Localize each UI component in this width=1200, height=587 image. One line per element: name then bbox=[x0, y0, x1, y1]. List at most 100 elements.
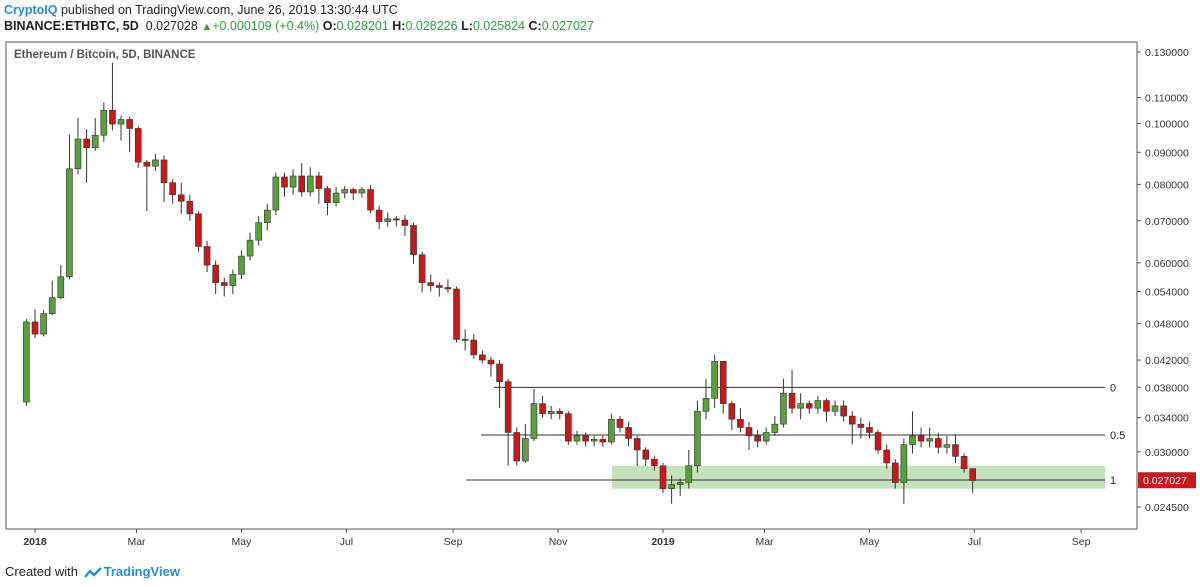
candle-body bbox=[755, 436, 761, 441]
candle-body bbox=[454, 289, 460, 339]
tradingview-brand[interactable]: TradingView bbox=[104, 564, 180, 579]
price-tick-label: 0.060000 bbox=[1145, 258, 1189, 270]
high-label: H: bbox=[392, 19, 405, 33]
publish-line: CryptoIQ published on TradingView.com, J… bbox=[4, 3, 398, 17]
time-tick-label: Mar bbox=[127, 536, 146, 548]
candle-body bbox=[385, 219, 391, 222]
time-tick-label: 2019 bbox=[651, 536, 675, 548]
candle-body bbox=[548, 411, 554, 413]
candle-body bbox=[565, 414, 571, 441]
fib-label: 0 bbox=[1110, 382, 1116, 394]
candle-body bbox=[858, 424, 864, 427]
candle-body bbox=[591, 439, 597, 441]
candle-body bbox=[901, 445, 907, 483]
candle-body bbox=[281, 177, 287, 187]
time-tick-label: Sep bbox=[1072, 536, 1091, 548]
candle-body bbox=[531, 404, 537, 439]
candle-body bbox=[909, 436, 915, 445]
close-value: 0.027027 bbox=[542, 19, 594, 33]
candle-body bbox=[144, 162, 150, 166]
candle-body bbox=[195, 214, 201, 247]
candle-body bbox=[823, 401, 829, 412]
open-value: 0.028201 bbox=[337, 19, 389, 33]
tradingview-logo-icon bbox=[84, 567, 102, 579]
candle-body bbox=[935, 438, 941, 447]
price-tick-label: 0.110000 bbox=[1145, 93, 1188, 105]
candle-body bbox=[892, 463, 898, 483]
candle-body bbox=[316, 176, 322, 189]
candle-body bbox=[712, 361, 718, 398]
candle-body bbox=[419, 255, 425, 283]
candle-body bbox=[264, 210, 270, 223]
candle-body bbox=[634, 438, 640, 449]
candle-body bbox=[342, 190, 348, 193]
open-label: O: bbox=[323, 19, 337, 33]
candle[interactable] bbox=[368, 185, 374, 213]
candle-body bbox=[875, 432, 881, 449]
candle-body bbox=[497, 364, 503, 382]
candle[interactable] bbox=[660, 463, 666, 493]
price-tick-label: 0.038000 bbox=[1145, 382, 1189, 394]
candle-body bbox=[944, 445, 950, 448]
candle-body bbox=[350, 190, 356, 193]
fib-label: 1 bbox=[1110, 475, 1116, 487]
author-link[interactable]: CryptoIQ bbox=[4, 3, 57, 17]
candle[interactable] bbox=[565, 411, 571, 444]
candle-body bbox=[299, 176, 305, 192]
published-text: published on TradingView.com, June 26, 2… bbox=[61, 3, 398, 17]
candle-body bbox=[849, 416, 855, 424]
candle-body bbox=[626, 427, 632, 438]
candle-body bbox=[789, 393, 795, 408]
time-tick-label: Sep bbox=[444, 536, 463, 548]
candle-body bbox=[23, 322, 29, 402]
candle-body bbox=[393, 219, 399, 220]
price-tick-label: 0.034000 bbox=[1145, 413, 1189, 425]
price-tick-label: 0.090000 bbox=[1145, 147, 1189, 159]
candle-body bbox=[841, 406, 847, 416]
candle[interactable] bbox=[135, 126, 141, 168]
candle-body bbox=[927, 438, 933, 441]
chart-header: CryptoIQ published on TradingView.com, J… bbox=[0, 0, 1200, 40]
candle[interactable] bbox=[514, 427, 520, 465]
time-tick-label: May bbox=[860, 536, 881, 548]
candle-body bbox=[428, 283, 434, 286]
candle-body bbox=[230, 274, 236, 285]
candle-body bbox=[557, 411, 563, 413]
low-label: L: bbox=[461, 19, 473, 33]
candle-body bbox=[540, 404, 546, 414]
candle[interactable] bbox=[273, 173, 279, 215]
time-tick-label: Nov bbox=[549, 536, 568, 548]
candle-body bbox=[118, 119, 124, 124]
symbol-label: BINANCE:ETHBTC, 5D bbox=[4, 19, 139, 33]
candle-body bbox=[780, 393, 786, 424]
candle-body bbox=[522, 438, 528, 461]
time-tick-label: 2018 bbox=[23, 536, 47, 548]
candle-body bbox=[677, 483, 683, 485]
candle-body bbox=[471, 340, 477, 355]
price-tick-label: 0.080000 bbox=[1145, 179, 1189, 191]
candle-body bbox=[815, 401, 821, 409]
candle-body bbox=[66, 169, 72, 277]
low-value: 0.025824 bbox=[473, 19, 525, 33]
candle-body bbox=[479, 355, 485, 360]
time-tick-label: May bbox=[232, 536, 253, 548]
footer: Created with TradingView bbox=[5, 564, 180, 579]
candle-body bbox=[686, 466, 692, 483]
candle[interactable] bbox=[41, 310, 47, 337]
fib-label: 0.5 bbox=[1110, 430, 1125, 442]
candle[interactable] bbox=[875, 430, 881, 454]
candle-body bbox=[187, 201, 193, 214]
price-chart[interactable]: 0 0.5 1 0.130000 0.110000 0.100000 0.090000 0.… bbox=[0, 40, 1200, 555]
price-tick-label: 0.024500 bbox=[1145, 502, 1189, 514]
price-tick-label: 0.030000 bbox=[1145, 447, 1189, 459]
candle[interactable] bbox=[195, 211, 201, 251]
price-tick-label: 0.054000 bbox=[1145, 287, 1189, 299]
candle[interactable] bbox=[694, 401, 700, 473]
candle[interactable] bbox=[454, 287, 460, 343]
candle-body bbox=[84, 139, 90, 148]
candle-body bbox=[170, 183, 176, 195]
candle-body bbox=[514, 432, 520, 461]
candle-body bbox=[256, 223, 262, 240]
candle-body bbox=[238, 256, 244, 274]
candle[interactable] bbox=[23, 319, 29, 406]
